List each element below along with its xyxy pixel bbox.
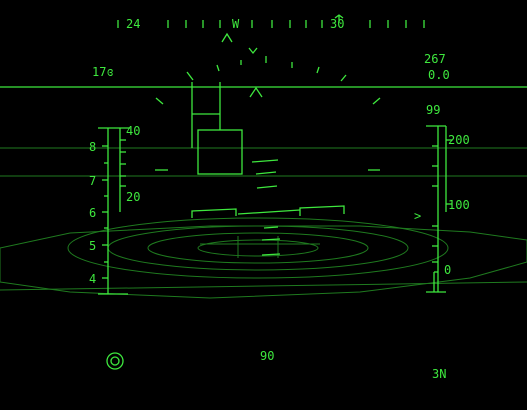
left-scale-label-7: 7: [89, 174, 96, 188]
waterline-bar: [191, 205, 345, 218]
right-scale-label-100: 100: [448, 198, 470, 212]
left-scale-label-6: 6: [89, 206, 96, 220]
right-top-readout: 267: [424, 52, 446, 66]
left-readout: 17ɞ: [92, 65, 114, 79]
pitch-ladder: [155, 159, 380, 256]
bank-scale: [155, 56, 381, 105]
altitude-box-readout: 99: [426, 103, 440, 117]
left-scale: 40 20 8 7 6 5 4: [89, 124, 140, 295]
right-scale: 200 100 0 >: [414, 125, 470, 293]
left-scale-label-4: 4: [89, 272, 96, 286]
bottom-right-readout: 3N: [432, 367, 446, 381]
center-column: [191, 82, 243, 175]
left-scale-label-8: 8: [89, 140, 96, 154]
target-box: [197, 129, 243, 175]
right-scale-label-0: 0: [444, 263, 451, 277]
heading-label-west: W: [232, 17, 240, 31]
heading-label-30: 30: [330, 17, 344, 31]
right-sub-readout: 0.0: [428, 68, 450, 82]
concentric-circle-icon: [106, 352, 124, 370]
left-scale-label-40: 40: [126, 124, 140, 138]
flight-path-marker-icon: [249, 86, 263, 98]
right-scale-pointer: >: [414, 209, 421, 223]
bank-pointer-icon: [248, 47, 258, 55]
heading-tape: 24 W 30: [117, 14, 425, 31]
right-scale-label-200: 200: [448, 133, 470, 147]
heading-label-24: 24: [126, 17, 140, 31]
heading-caret-icon: [221, 32, 233, 43]
left-scale-label-5: 5: [89, 239, 96, 253]
aircraft-symbol-icon: [334, 14, 344, 23]
bottom-center-readout: 90: [260, 349, 274, 363]
left-scale-label-20: 20: [126, 190, 140, 204]
